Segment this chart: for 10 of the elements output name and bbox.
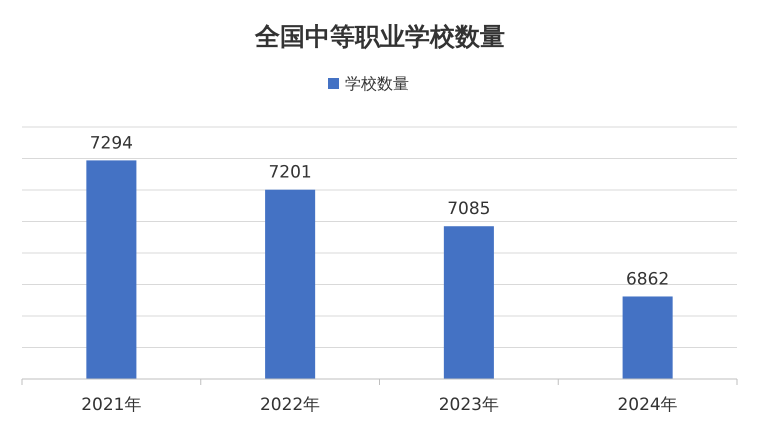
x-tick-label: 2024年 — [617, 395, 678, 415]
data-label: 6862 — [626, 269, 670, 290]
legend-label: 学校数量 — [345, 74, 409, 93]
x-tick-label: 2021年 — [81, 395, 142, 415]
data-label: 7201 — [268, 162, 312, 183]
data-label: 7294 — [90, 133, 134, 154]
data-label: 7085 — [447, 199, 491, 220]
x-tick-label: 2023年 — [438, 395, 500, 415]
chart-title: 全国中等职业学校数量 — [254, 22, 505, 51]
x-tick-label: 2022年 — [260, 395, 320, 415]
